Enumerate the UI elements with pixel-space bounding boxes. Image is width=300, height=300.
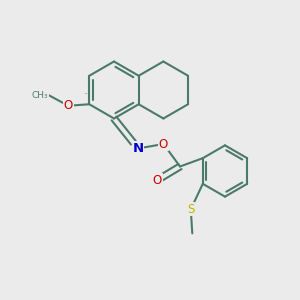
Text: O: O [159,137,168,151]
Text: CH₃: CH₃ [32,91,48,100]
Text: O: O [153,173,162,187]
Text: methoxy: methoxy [85,93,91,94]
Text: S: S [187,203,194,216]
Text: N: N [132,142,144,155]
Text: O: O [64,99,73,112]
